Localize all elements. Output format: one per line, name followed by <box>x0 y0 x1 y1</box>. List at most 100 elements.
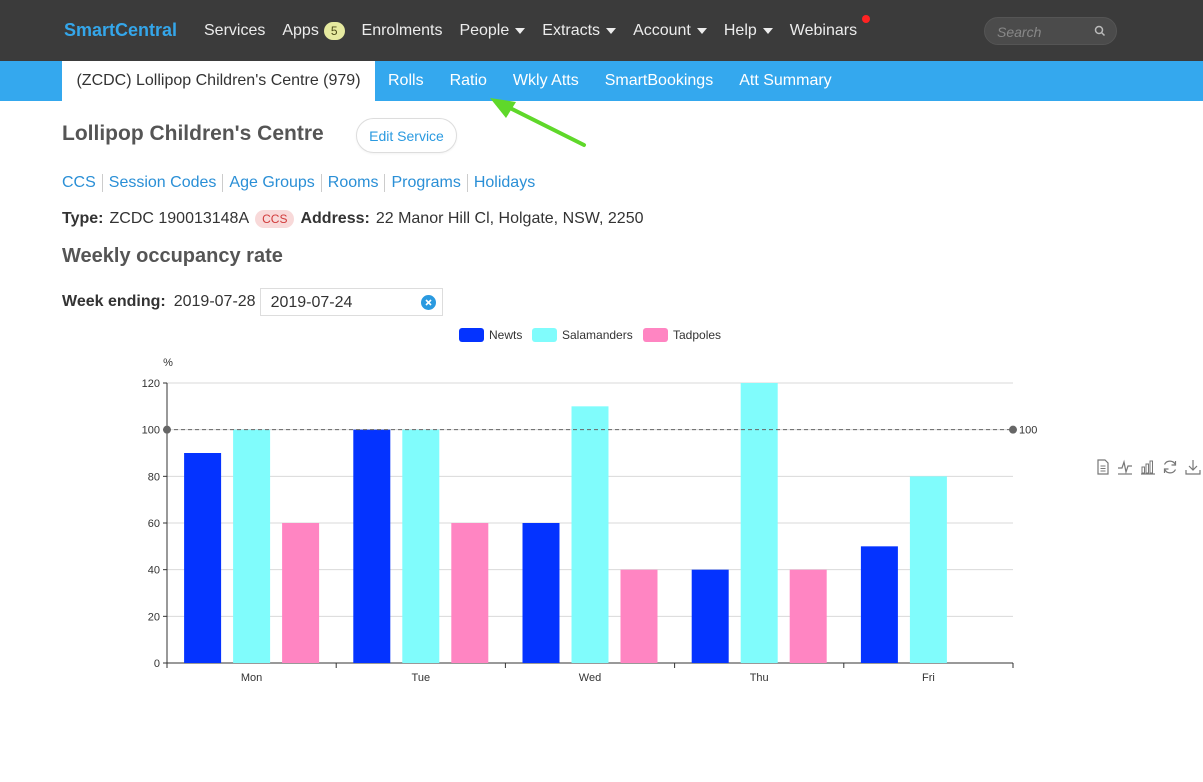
tab-att-summary[interactable]: Att Summary <box>739 72 832 89</box>
y-tick-label: 60 <box>148 518 160 530</box>
link-rooms[interactable]: Rooms <box>328 174 386 192</box>
main-nav: Services Apps 5 Enrolments People Extract… <box>204 0 874 61</box>
bar-tadpoles-tue[interactable] <box>451 523 489 663</box>
legend-swatch-newts[interactable] <box>459 328 484 342</box>
date-picker <box>259 288 443 316</box>
nav-webinars[interactable]: Webinars <box>790 22 857 40</box>
search-box <box>984 17 1117 45</box>
bar-newts-fri[interactable] <box>860 546 898 663</box>
legend-label-salamanders[interactable]: Salamanders <box>562 328 633 342</box>
service-subnav: Rolls Ratio Wkly Atts SmartBookings Att … <box>375 61 845 101</box>
tab-ratio[interactable]: Ratio <box>449 72 487 89</box>
bar-newts-wed[interactable] <box>522 523 560 663</box>
link-programs[interactable]: Programs <box>391 174 468 192</box>
nav-services[interactable]: Services <box>204 22 265 40</box>
nav-account-label: Account <box>633 21 691 39</box>
week-selector: Week ending: 2019-07-28 <box>62 288 443 316</box>
legend-swatch-salamanders[interactable] <box>532 328 557 342</box>
bar-newts-thu[interactable] <box>691 569 729 663</box>
service-links: CCS Session Codes Age Groups Rooms Progr… <box>62 174 547 192</box>
chevron-down-icon <box>606 27 617 34</box>
bar-tadpoles-wed[interactable] <box>620 569 658 663</box>
nav-apps[interactable]: Apps 5 <box>282 21 345 40</box>
chart-toolbox <box>1094 458 1202 491</box>
clear-date-icon[interactable] <box>420 295 436 310</box>
nav-help[interactable]: Help <box>724 22 773 40</box>
page-title: Lollipop Children's Centre <box>62 122 324 145</box>
link-holidays[interactable]: Holidays <box>473 174 536 191</box>
week-value: 2019-07-28 <box>173 293 256 310</box>
bar-salamanders-mon[interactable] <box>233 429 271 663</box>
close-icon <box>424 299 432 306</box>
chevron-down-icon <box>696 27 707 34</box>
x-tick-label: Wed <box>579 672 601 684</box>
annotation-arrow-icon <box>490 98 586 147</box>
edit-service-button[interactable]: Edit Service <box>356 118 457 153</box>
bar-tadpoles-thu[interactable] <box>789 569 827 663</box>
brand-logo[interactable]: SmartCentral <box>64 20 178 40</box>
y-tick-label: 40 <box>148 565 160 577</box>
date-input[interactable] <box>268 293 423 313</box>
legend-label-tadpoles[interactable]: Tadpoles <box>673 328 721 342</box>
link-age-groups[interactable]: Age Groups <box>229 174 322 192</box>
y-tick-label: 0 <box>154 658 160 670</box>
bar-salamanders-thu[interactable] <box>740 383 778 663</box>
bar-newts-tue[interactable] <box>353 429 391 663</box>
bar-salamanders-fri[interactable] <box>909 476 947 663</box>
y-tick-label: 20 <box>148 611 160 623</box>
nav-webinars-label: Webinars <box>789 21 858 39</box>
reference-line-label: 100 <box>1019 425 1037 437</box>
nav-apps-label: Apps <box>282 21 319 39</box>
x-tick-label: Thu <box>750 672 769 684</box>
tab-service[interactable]: (ZCDC) Lollipop Children's Centre (979) <box>62 61 375 101</box>
tab-wkly-atts[interactable]: Wkly Atts <box>512 72 579 89</box>
nav-services-label: Services <box>204 21 266 39</box>
x-tick-label: Fri <box>922 672 935 684</box>
bar-tadpoles-mon[interactable] <box>282 523 320 663</box>
week-label: Week ending: <box>62 293 166 310</box>
data-view-icon[interactable] <box>1094 458 1112 476</box>
top-navbar: SmartCentral Services Apps 5 Enrolments P… <box>0 0 1203 61</box>
type-value: ZCDC 190013148A <box>109 210 250 227</box>
nav-enrolments[interactable]: Enrolments <box>362 22 443 40</box>
line-chart-icon[interactable] <box>1116 458 1134 476</box>
nav-extracts[interactable]: Extracts <box>542 21 617 40</box>
chevron-down-icon <box>762 27 773 34</box>
x-tick-label: Mon <box>241 672 262 684</box>
nav-people-label: People <box>459 21 510 39</box>
reference-line-end-marker <box>1009 425 1017 434</box>
search-icon[interactable] <box>1094 25 1106 37</box>
nav-help-label: Help <box>723 21 757 39</box>
address-value: 22 Manor Hill Cl, Holgate, NSW, 2250 <box>375 210 644 227</box>
legend-swatch-tadpoles[interactable] <box>643 328 668 342</box>
reference-line-start-marker <box>163 425 171 434</box>
link-session-codes[interactable]: Session Codes <box>109 174 224 192</box>
address-label: Address: <box>300 210 370 227</box>
chevron-down-icon <box>515 27 526 34</box>
type-label: Type: <box>62 210 104 227</box>
bar-salamanders-tue[interactable] <box>402 429 440 663</box>
nav-account[interactable]: Account <box>633 22 707 40</box>
y-tick-label: 120 <box>142 378 160 390</box>
tab-rolls[interactable]: Rolls <box>388 72 424 89</box>
apps-count-badge: 5 <box>323 21 345 40</box>
download-icon[interactable] <box>1184 458 1202 476</box>
service-info: Type: ZCDC 190013148A CCS Address: 22 Ma… <box>62 210 644 228</box>
nav-extracts-label: Extracts <box>542 21 601 39</box>
y-tick-label: 80 <box>148 471 160 483</box>
y-tick-label: 100 <box>142 425 160 437</box>
notification-dot <box>862 15 870 23</box>
nav-enrolments-label: Enrolments <box>361 21 443 39</box>
bar-salamanders-wed[interactable] <box>571 406 609 663</box>
search-input[interactable] <box>995 22 1095 42</box>
bar-chart-icon[interactable] <box>1139 458 1157 476</box>
bar-newts-mon[interactable] <box>184 453 222 663</box>
tab-smartbookings[interactable]: SmartBookings <box>604 72 714 89</box>
occupancy-chart: 0 20 40 60 80 100 120% Mon Tue Wed Thu Fri 100 Newts S… <box>142 328 1037 684</box>
y-axis-label: % <box>163 357 173 369</box>
refresh-icon[interactable] <box>1161 458 1179 476</box>
nav-people[interactable]: People <box>459 21 526 40</box>
legend-label-newts[interactable]: Newts <box>489 328 522 342</box>
section-title: Weekly occupancy rate <box>62 245 283 267</box>
link-ccs[interactable]: CCS <box>62 174 103 192</box>
